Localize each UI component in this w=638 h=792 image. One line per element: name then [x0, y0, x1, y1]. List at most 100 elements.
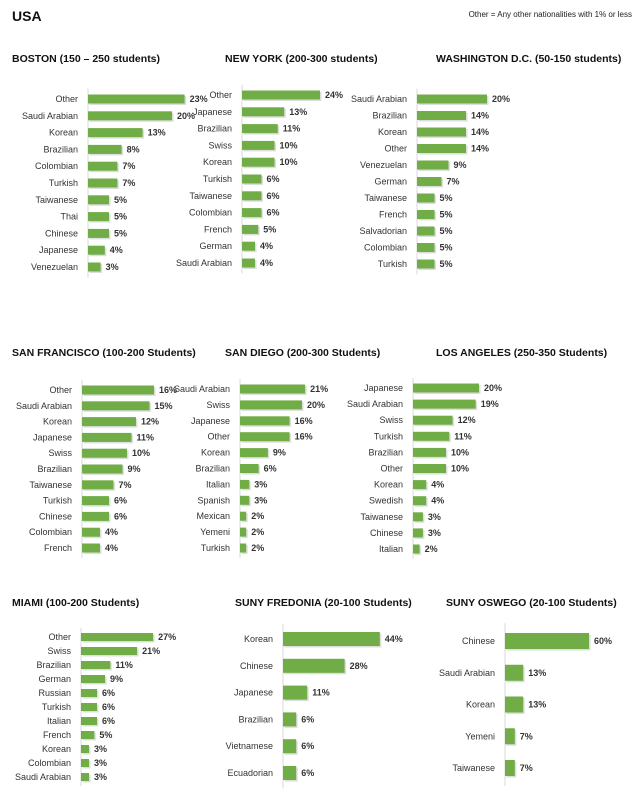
category-label: Vietnamese	[226, 741, 273, 751]
category-label: Turkish	[42, 702, 71, 712]
chart-title-san-francisco: SAN FRANCISCO (100-200 Students)	[12, 347, 196, 359]
value-label: 15%	[155, 401, 173, 411]
category-label: Chinese	[370, 528, 403, 538]
category-label: Italian	[379, 544, 403, 554]
category-label: Turkish	[374, 431, 403, 441]
bar	[413, 399, 476, 409]
category-label: Chinese	[462, 636, 495, 646]
bar	[417, 259, 435, 269]
value-label: 11%	[115, 660, 133, 670]
category-label: Other	[49, 385, 72, 395]
category-label: Brazilian	[36, 660, 71, 670]
bar	[505, 696, 524, 713]
category-label: Korean	[42, 744, 71, 754]
value-label: 8%	[127, 144, 140, 154]
value-label: 3%	[254, 479, 267, 489]
category-label: Korean	[374, 480, 403, 490]
bar	[505, 633, 589, 649]
bar	[81, 703, 98, 711]
value-label: 7%	[119, 480, 132, 490]
bar	[81, 773, 90, 781]
category-label: Turkish	[43, 496, 72, 506]
bar	[88, 262, 101, 272]
bar	[240, 432, 290, 442]
bar	[242, 124, 278, 134]
bar	[82, 527, 100, 537]
value-label: 10%	[451, 447, 469, 457]
bar	[417, 243, 435, 252]
value-label: 6%	[267, 208, 280, 218]
category-label: Japanese	[234, 688, 273, 698]
bar	[413, 544, 420, 554]
value-label: 20%	[484, 383, 502, 393]
category-label: Swiss	[48, 448, 72, 458]
category-label: Turkish	[201, 543, 230, 553]
value-label: 4%	[431, 496, 444, 506]
bar	[240, 416, 290, 426]
chart-title-boston: BOSTON (150 – 250 students)	[12, 53, 161, 65]
bar	[283, 658, 345, 673]
bar	[81, 661, 111, 669]
bar	[242, 107, 285, 117]
value-label: 7%	[520, 731, 533, 741]
category-label: Colombian	[189, 208, 232, 218]
category-label: Taiwanese	[452, 763, 495, 773]
bar	[413, 383, 479, 393]
bar	[88, 128, 143, 138]
category-label: Japanese	[364, 383, 403, 393]
bar	[417, 144, 466, 153]
category-label: Saudi Arabian	[22, 111, 78, 121]
bar	[240, 384, 306, 394]
bar	[242, 191, 262, 201]
category-label: French	[379, 210, 407, 220]
bar	[283, 685, 308, 700]
category-label: Colombian	[35, 161, 78, 171]
category-label: Korean	[466, 700, 495, 710]
bar	[242, 140, 275, 150]
category-label: Mexican	[196, 511, 230, 521]
value-label: 6%	[301, 768, 314, 778]
category-label: Swiss	[379, 415, 403, 425]
bar	[240, 479, 250, 489]
chart-title-washington: WASHINGTON D.C. (50-150 students)	[436, 53, 622, 65]
value-label: 5%	[114, 212, 127, 222]
bar	[505, 728, 515, 745]
chart-title-los-angeles: LOS ANGELES (250-350 Students)	[436, 347, 608, 359]
value-label: 12%	[141, 417, 159, 427]
value-label: 20%	[492, 94, 510, 104]
value-label: 14%	[471, 111, 489, 121]
other-note: Other = Any other nationalities with 1% …	[468, 10, 632, 19]
value-label: 5%	[99, 730, 112, 740]
bar	[88, 94, 185, 104]
value-label: 9%	[128, 464, 141, 474]
bar	[88, 111, 172, 121]
value-label: 4%	[110, 245, 123, 255]
value-label: 16%	[159, 385, 177, 395]
category-label: Japanese	[191, 416, 230, 426]
bar	[505, 664, 524, 681]
category-label: French	[204, 224, 232, 234]
value-label: 16%	[295, 416, 313, 426]
bar	[413, 496, 427, 506]
bar	[81, 647, 138, 655]
value-label: 4%	[260, 241, 273, 251]
value-label: 11%	[283, 124, 301, 134]
category-label: Japanese	[193, 107, 232, 117]
category-label: German	[199, 241, 232, 251]
value-label: 5%	[440, 243, 453, 253]
bar	[81, 633, 154, 641]
value-label: 6%	[301, 714, 314, 724]
bar	[413, 512, 423, 522]
bar	[82, 417, 136, 427]
bar	[240, 543, 247, 553]
bar	[88, 245, 105, 255]
bar	[417, 127, 466, 137]
value-label: 2%	[425, 544, 438, 554]
value-label: 5%	[114, 228, 127, 238]
category-label: Turkish	[203, 174, 232, 184]
value-label: 3%	[94, 772, 107, 782]
value-label: 13%	[289, 107, 307, 117]
value-label: 12%	[458, 415, 476, 425]
category-label: Other	[48, 632, 71, 642]
value-label: 9%	[273, 448, 286, 458]
